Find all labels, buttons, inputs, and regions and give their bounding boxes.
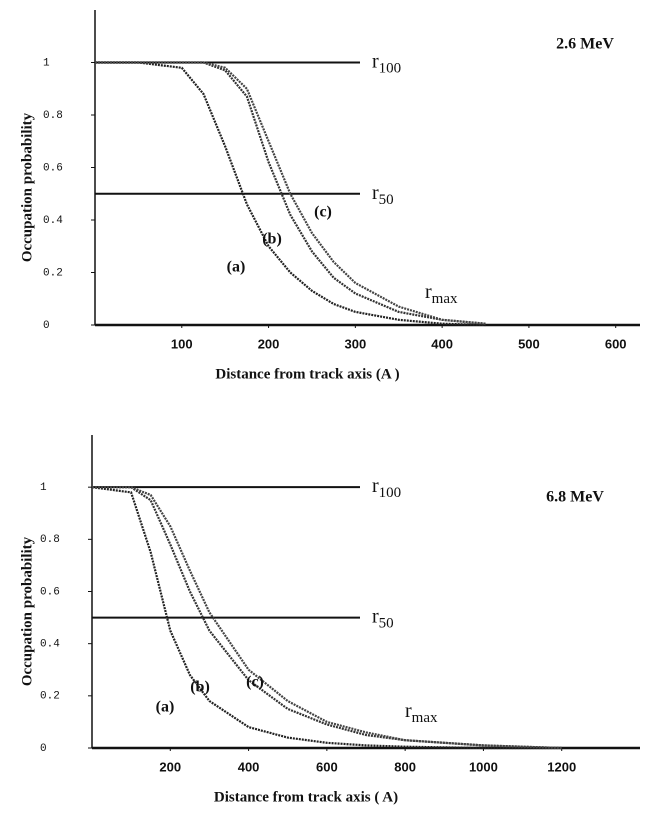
curve-label: (c) (314, 204, 332, 221)
y-tick-label: 0 (43, 320, 50, 332)
y-tick-label: 0.8 (40, 534, 60, 546)
rmax-label-sub: max (432, 291, 458, 307)
y-tick-label: 0.6 (40, 586, 60, 598)
rmax-label-base: r (405, 700, 412, 722)
reference-label-sub: 50 (379, 616, 394, 632)
x-tick-label: 600 (605, 336, 627, 351)
curve-label: (b) (262, 231, 282, 248)
reference-label-base: r (372, 475, 379, 497)
y-tick-label: 1 (40, 482, 47, 494)
y-tick-label: 0.2 (40, 691, 60, 703)
y-tick-label: 0.8 (43, 110, 63, 122)
reference-label-base: r (372, 605, 379, 627)
rmax-label-sub: max (412, 710, 438, 726)
rmax-label: rmax (405, 700, 438, 727)
curve-label: (a) (227, 259, 246, 276)
y-axis-label: Occupation probability (19, 536, 35, 686)
x-tick-label: 1200 (547, 759, 576, 774)
reference-label: r50 (372, 605, 394, 632)
energy-label: 2.6 MeV (556, 36, 614, 53)
reference-label-sub: 50 (379, 192, 394, 208)
y-tick-label: 1 (43, 57, 50, 69)
reference-label-base: r (372, 50, 379, 72)
x-tick-label: 600 (316, 759, 338, 774)
reference-label: r100 (372, 475, 401, 502)
y-tick-label: 0.6 (43, 162, 63, 174)
reference-label-sub: 100 (379, 486, 402, 502)
x-tick-label: 100 (171, 336, 193, 351)
curve-label: (c) (246, 674, 264, 691)
reference-label: r50 (372, 181, 394, 208)
x-tick-label: 1000 (469, 759, 498, 774)
x-tick-label: 200 (258, 336, 280, 351)
x-tick-label: 300 (344, 336, 366, 351)
reference-label: r100 (372, 50, 401, 77)
rmax-label: rmax (425, 281, 458, 308)
x-axis-label: Distance from track axis ( A) (214, 789, 398, 805)
energy-label: 6.8 MeV (546, 489, 604, 506)
curve (95, 61, 486, 327)
x-tick-label: 400 (238, 759, 260, 774)
x-tick-label: 400 (431, 336, 453, 351)
reference-label-sub: 100 (379, 61, 402, 77)
y-tick-label: 0 (40, 743, 47, 755)
x-tick-label: 500 (518, 336, 540, 351)
reference-label-base: r (372, 181, 379, 203)
y-tick-label: 0.2 (43, 267, 63, 279)
x-axis-label: Distance from track axis (A ) (215, 366, 399, 382)
curve (95, 61, 486, 325)
y-tick-label: 0.4 (43, 215, 63, 227)
x-tick-label: 800 (394, 759, 416, 774)
y-axis-label: Occupation probability (19, 112, 35, 262)
curve (92, 486, 562, 750)
curve-label: (b) (190, 679, 210, 696)
curve (91, 486, 562, 750)
x-tick-label: 200 (159, 759, 181, 774)
rmax-label-base: r (425, 281, 432, 303)
curve-label: (a) (156, 699, 175, 716)
y-tick-label: 0.4 (40, 639, 60, 651)
